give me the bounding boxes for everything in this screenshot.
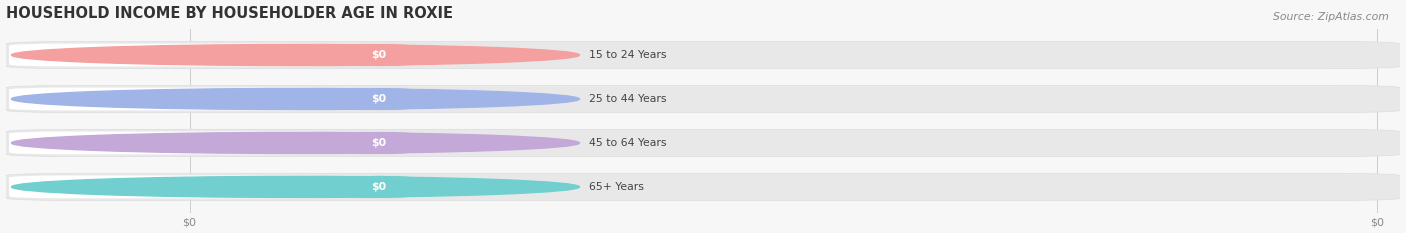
FancyBboxPatch shape (6, 129, 1400, 157)
Text: 15 to 24 Years: 15 to 24 Years (589, 50, 666, 60)
FancyBboxPatch shape (6, 41, 1400, 69)
FancyBboxPatch shape (6, 173, 1400, 201)
Text: $0: $0 (371, 50, 387, 60)
Circle shape (11, 132, 579, 154)
Text: 45 to 64 Years: 45 to 64 Years (589, 138, 666, 148)
FancyBboxPatch shape (346, 175, 412, 198)
FancyBboxPatch shape (8, 131, 344, 154)
Text: $0: $0 (371, 94, 387, 104)
FancyBboxPatch shape (6, 85, 1400, 113)
Circle shape (11, 45, 579, 65)
Circle shape (11, 176, 579, 197)
Text: Source: ZipAtlas.com: Source: ZipAtlas.com (1274, 12, 1389, 22)
FancyBboxPatch shape (8, 44, 344, 66)
Text: HOUSEHOLD INCOME BY HOUSEHOLDER AGE IN ROXIE: HOUSEHOLD INCOME BY HOUSEHOLDER AGE IN R… (6, 6, 453, 21)
Text: 65+ Years: 65+ Years (589, 182, 644, 192)
Circle shape (11, 89, 579, 110)
FancyBboxPatch shape (8, 88, 344, 110)
Text: $0: $0 (371, 182, 387, 192)
Text: $0: $0 (371, 138, 387, 148)
Text: 25 to 44 Years: 25 to 44 Years (589, 94, 666, 104)
FancyBboxPatch shape (8, 175, 344, 198)
FancyBboxPatch shape (346, 88, 412, 110)
FancyBboxPatch shape (346, 44, 412, 66)
FancyBboxPatch shape (346, 131, 412, 154)
